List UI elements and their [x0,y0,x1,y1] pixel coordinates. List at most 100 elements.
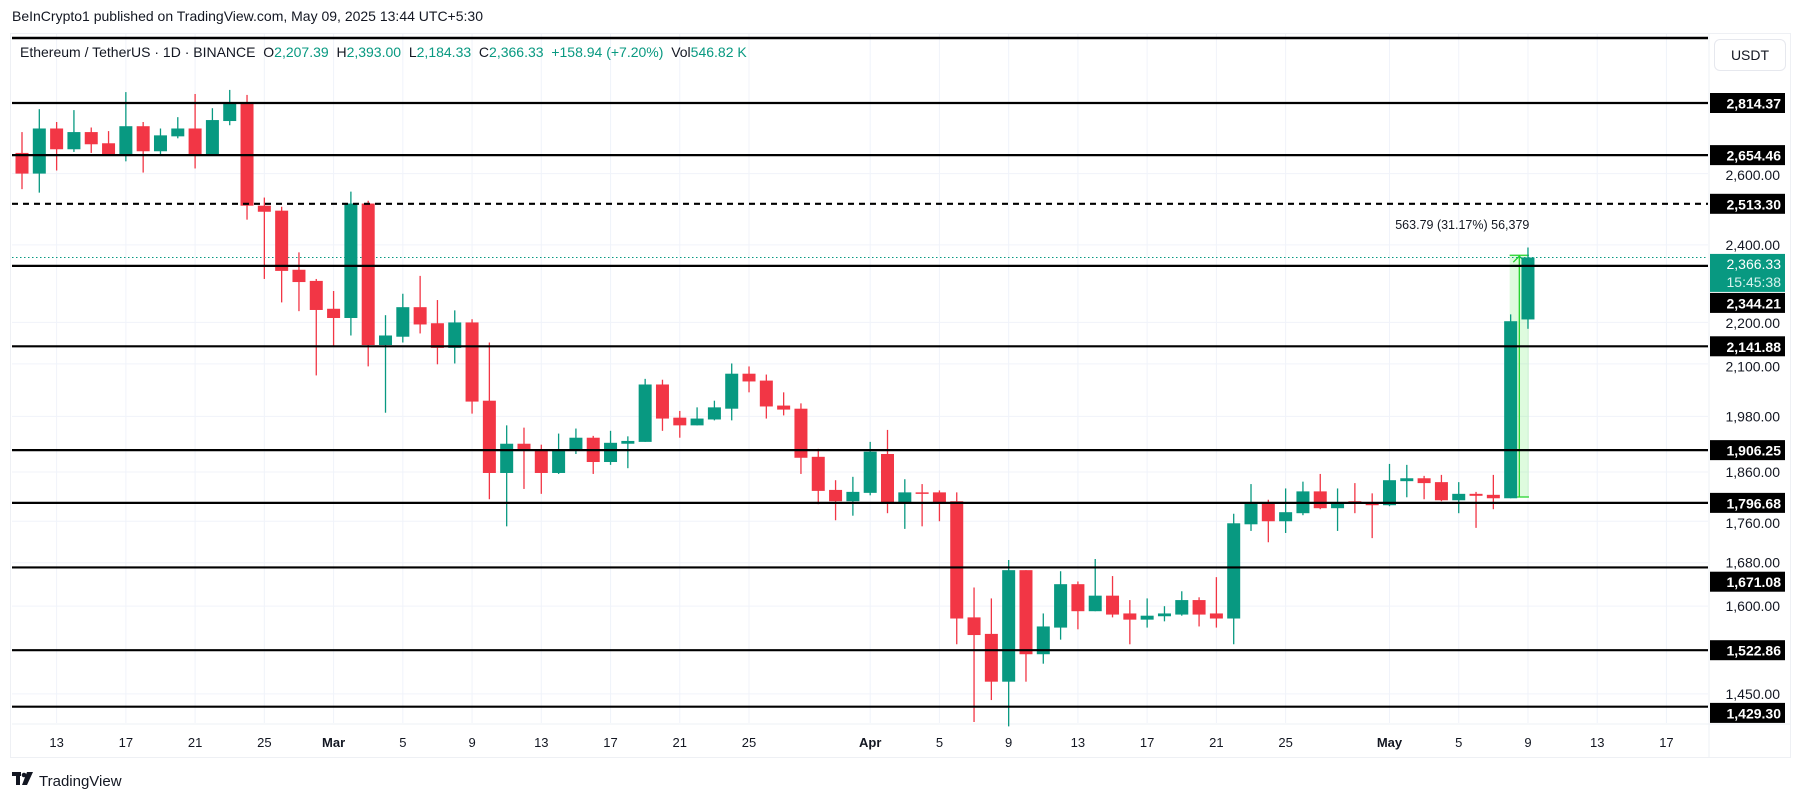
candle[interactable] [327,291,341,347]
candle[interactable] [430,300,444,365]
candle[interactable] [1261,499,1275,543]
tradingview-brand[interactable]: TradingView [12,772,122,790]
candle[interactable] [67,110,81,152]
candle[interactable] [292,252,306,312]
price-axis-tick: 2,100.00 [1726,358,1781,374]
candle[interactable] [188,93,202,169]
candle-body [327,308,341,318]
candle[interactable] [482,342,496,500]
candle[interactable] [794,403,808,474]
candle[interactable] [1036,613,1050,664]
candle[interactable] [1452,482,1466,514]
candle[interactable] [15,132,29,190]
candle[interactable] [621,436,635,469]
candle[interactable] [102,131,116,156]
candle[interactable] [1434,474,1448,502]
candle[interactable] [136,121,150,173]
candle[interactable] [413,275,427,334]
candle[interactable] [84,127,98,153]
candle[interactable] [1140,598,1154,628]
candle[interactable] [1019,570,1033,682]
candle[interactable] [932,490,946,522]
candle[interactable] [465,319,479,414]
candle[interactable] [32,109,46,193]
candle[interactable] [915,484,929,527]
candle[interactable] [881,429,894,514]
price-axis-tick: 2,400.00 [1726,237,1781,253]
candle[interactable] [534,444,548,494]
candle[interactable] [707,400,721,421]
candle[interactable] [1469,491,1483,528]
candle[interactable] [759,374,773,419]
candle[interactable] [1002,560,1016,727]
level-price-label: 2,141.88 [1727,339,1782,355]
candle[interactable] [777,392,791,416]
candle[interactable] [1175,591,1189,616]
candle[interactable] [1400,464,1414,498]
candle[interactable] [1296,481,1310,516]
candle[interactable] [1365,493,1379,539]
symbol-legend: Ethereum / TetherUS · 1D · BINANCE O2,20… [20,44,747,60]
candle[interactable] [1071,581,1085,630]
candle[interactable] [1192,597,1206,627]
candle[interactable] [846,476,860,516]
candle[interactable] [1521,247,1535,329]
candle[interactable] [1157,606,1171,622]
level-price-label: 1,906.25 [1727,443,1782,459]
candle-body [1486,494,1500,499]
candle[interactable] [1331,488,1345,531]
price-axis-tick: 1,600.00 [1726,598,1781,614]
candle[interactable] [1123,600,1137,645]
candle[interactable] [1486,474,1500,510]
time-axis-tick: 25 [742,735,756,750]
candle[interactable] [500,425,514,527]
symbol-name[interactable]: Ethereum / TetherUS · 1D · BINANCE [20,44,256,60]
candle[interactable] [1382,463,1396,507]
candle[interactable] [153,128,167,156]
candle[interactable] [552,433,566,474]
candle[interactable] [448,310,462,364]
candle[interactable] [655,379,669,431]
candle[interactable] [379,315,393,413]
candle[interactable] [898,479,912,529]
price-axis-tick: 1,450.00 [1726,686,1781,702]
candle[interactable] [1054,571,1068,640]
candle[interactable] [1244,484,1258,531]
candle-body [1123,613,1137,620]
candle[interactable] [223,89,237,126]
candle[interactable] [1279,488,1293,533]
candle[interactable] [725,363,739,421]
time-axis-tick: 21 [673,735,687,750]
candle-body [881,453,894,504]
candle[interactable] [50,121,64,171]
candle[interactable] [604,430,618,465]
candle[interactable] [811,448,825,505]
level-price-label-box [1710,336,1785,357]
candle[interactable] [275,206,289,303]
candle[interactable] [586,435,600,474]
candle[interactable] [1417,475,1431,500]
candle[interactable] [361,200,375,367]
candle[interactable] [1504,314,1518,499]
candle[interactable] [1227,513,1241,645]
candle[interactable] [344,191,358,336]
candle[interactable] [309,278,323,376]
candle[interactable] [673,410,687,438]
candle[interactable] [205,108,219,156]
candle[interactable] [690,407,704,426]
candle[interactable] [171,117,185,139]
candle[interactable] [1209,577,1223,628]
candle[interactable] [638,378,652,442]
level-price-label: 2,344.21 [1727,295,1782,311]
candle[interactable] [742,366,756,393]
candle[interactable] [517,427,531,489]
candle[interactable] [829,480,843,521]
candle[interactable] [1348,483,1362,514]
candle[interactable] [396,293,410,343]
candle[interactable] [967,587,981,722]
candle[interactable] [240,94,254,220]
high-label: H [336,44,347,60]
currency-button[interactable]: USDT [1714,39,1786,71]
candle[interactable] [1106,576,1120,618]
